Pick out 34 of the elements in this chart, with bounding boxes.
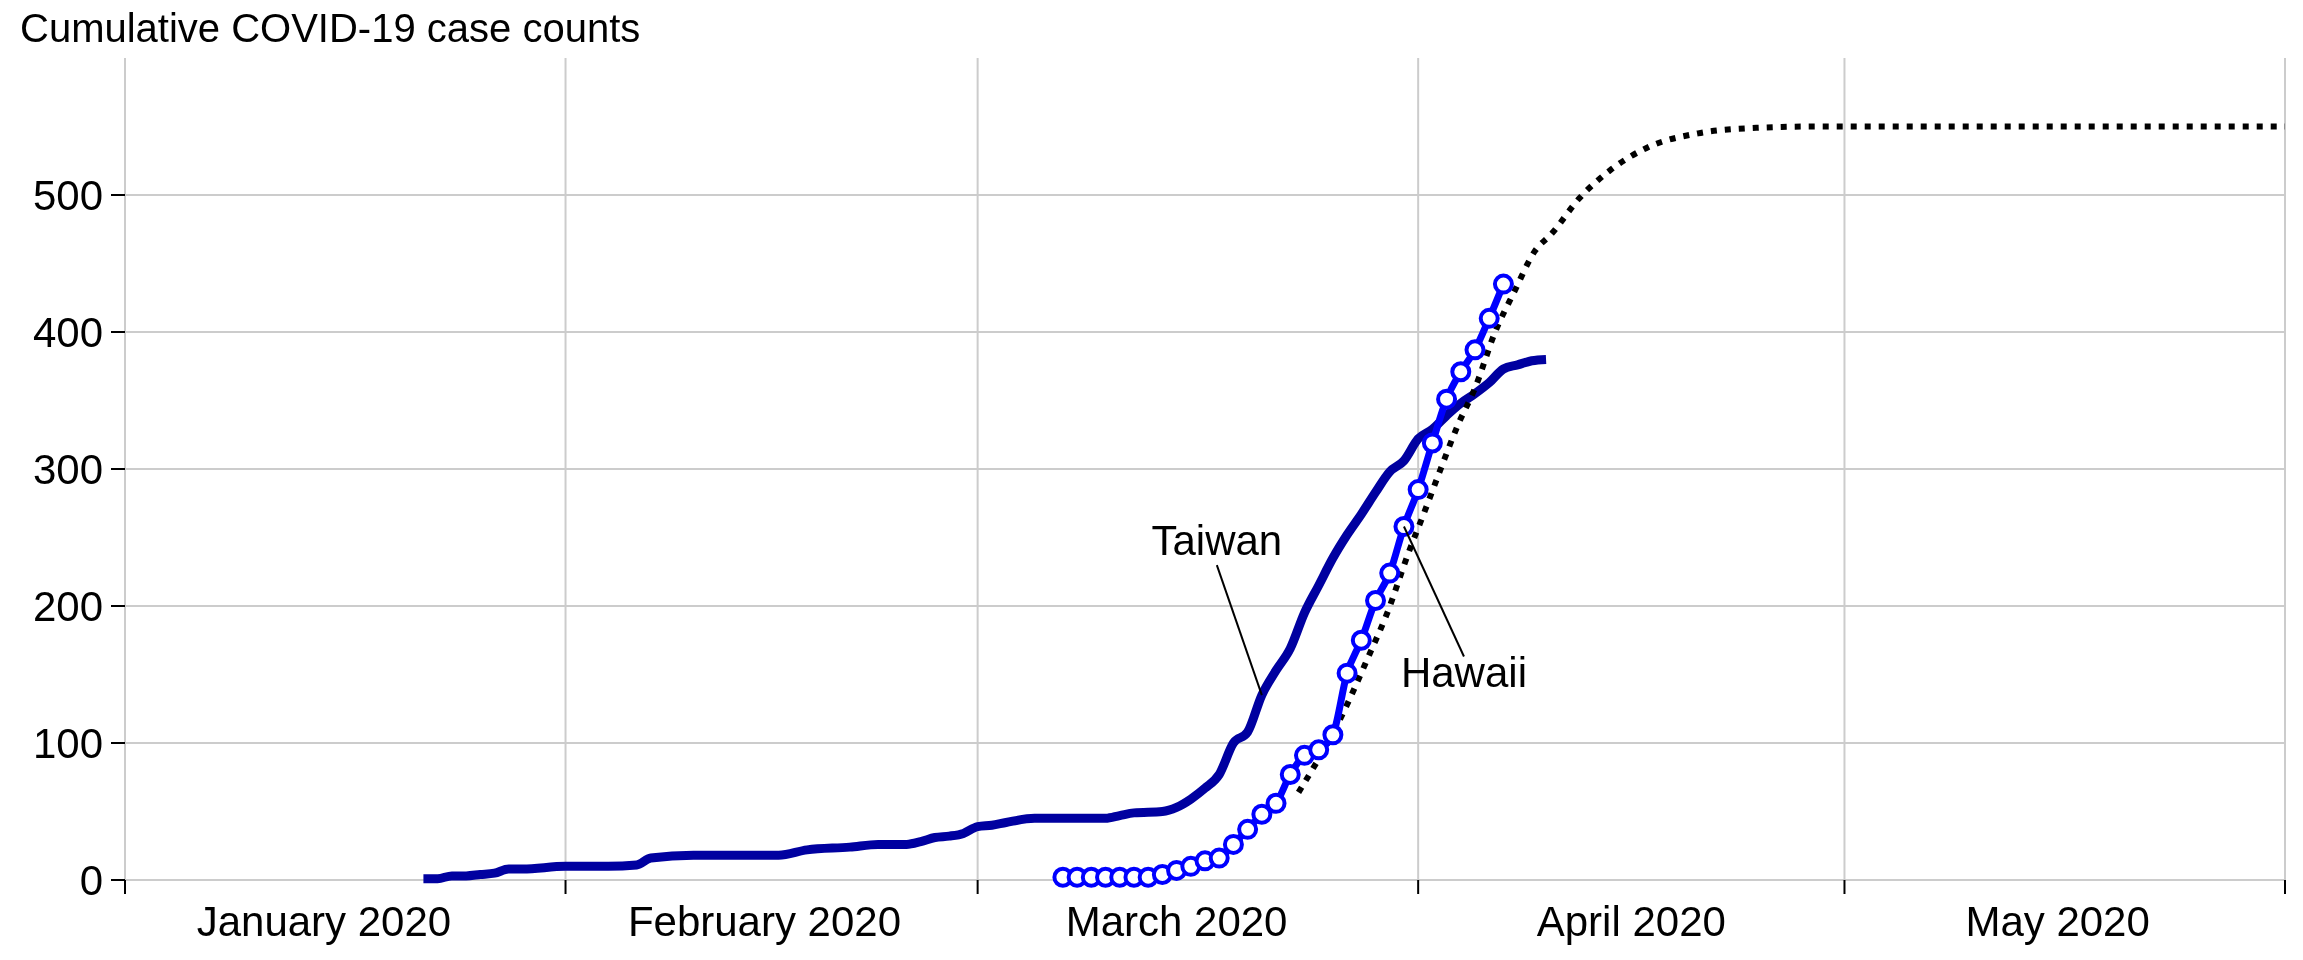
point bbox=[1450, 361, 1472, 383]
point bbox=[1365, 590, 1387, 612]
point bbox=[1379, 562, 1401, 584]
point bbox=[1336, 662, 1358, 684]
x-tick-label: May 2020 bbox=[1965, 898, 2150, 945]
point bbox=[1208, 847, 1230, 869]
x-tick-label: February 2020 bbox=[627, 898, 902, 945]
x-tick-label: March 2020 bbox=[1065, 898, 1288, 945]
y-tick-label: 400 bbox=[32, 308, 103, 356]
point bbox=[1393, 516, 1415, 538]
x-tick-label: April 2020 bbox=[1536, 898, 1726, 945]
point bbox=[1222, 833, 1244, 855]
point bbox=[1478, 307, 1500, 329]
point bbox=[1237, 818, 1259, 840]
point bbox=[1308, 739, 1330, 761]
y-tick-label: 300 bbox=[32, 445, 103, 493]
point bbox=[1436, 388, 1458, 410]
annotation: Hawaii bbox=[1400, 648, 1527, 696]
y-tick-label: 100 bbox=[32, 719, 103, 767]
point bbox=[1265, 792, 1287, 814]
point bbox=[1464, 339, 1486, 361]
chart-title: Cumulative COVID-19 case counts bbox=[20, 6, 641, 50]
point bbox=[1350, 629, 1372, 651]
point bbox=[1279, 764, 1301, 786]
y-tick-label: 200 bbox=[32, 582, 103, 630]
y-tick-label: 0 bbox=[79, 856, 103, 904]
point bbox=[1421, 432, 1443, 454]
x-tick-label: January 2020 bbox=[196, 898, 452, 945]
point bbox=[1492, 273, 1514, 295]
annotation: Taiwan bbox=[1151, 517, 1283, 565]
point bbox=[1322, 724, 1344, 746]
point bbox=[1407, 479, 1429, 501]
y-tick-label: 500 bbox=[32, 171, 103, 219]
point bbox=[1251, 803, 1273, 825]
